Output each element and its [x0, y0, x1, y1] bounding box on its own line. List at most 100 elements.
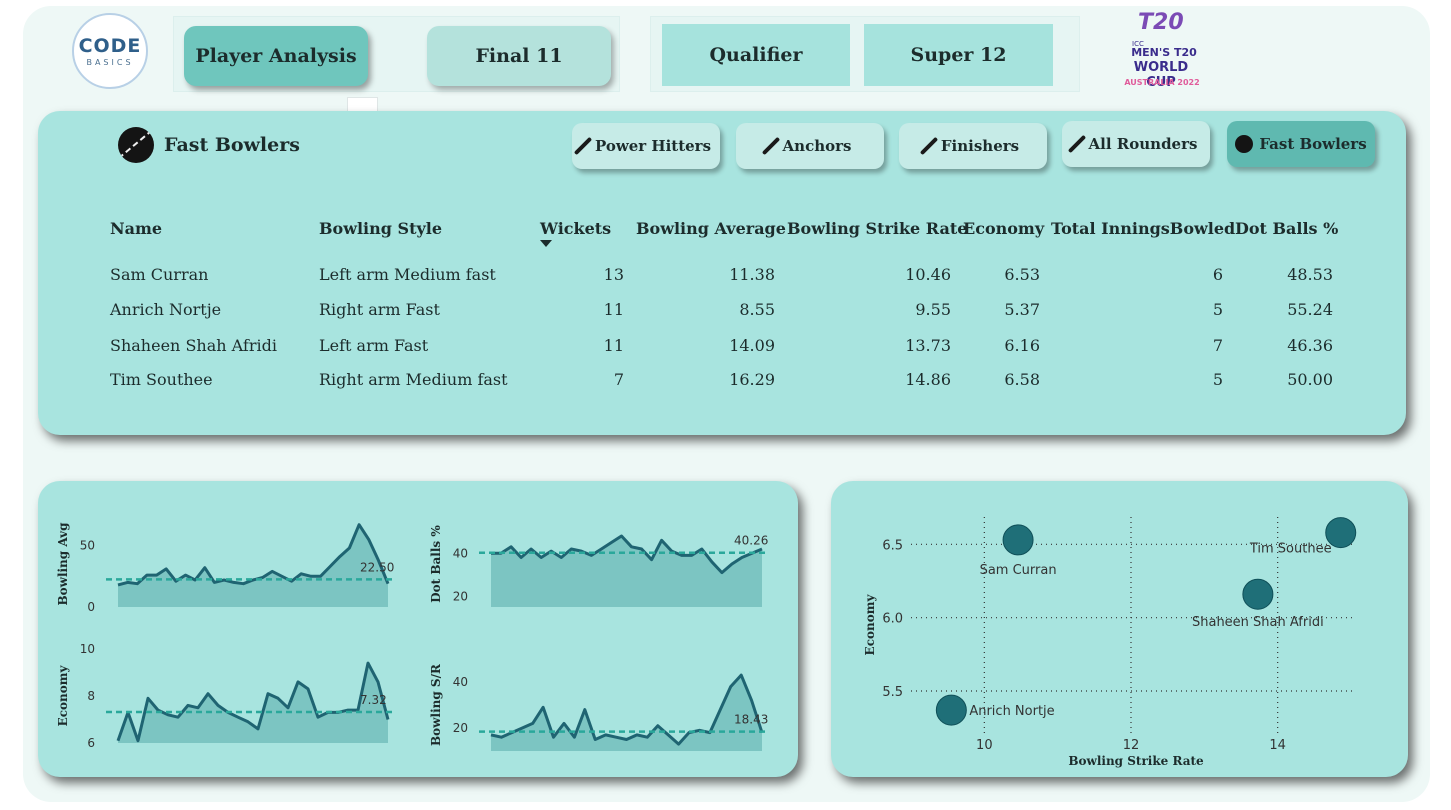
- y-tick-label: 10: [80, 642, 95, 656]
- panel-title-wrap: Fast Bowlers: [118, 127, 300, 163]
- table-cell: Right arm Medium fast: [319, 370, 508, 389]
- series-line-2: [116, 661, 390, 743]
- cricket-bat-icon: [1067, 134, 1086, 154]
- category-label: All Rounders: [1088, 135, 1198, 153]
- y-tick-label: 40: [453, 675, 468, 689]
- category-label: Power Hitters: [594, 137, 712, 155]
- y-tick-label: 6.0: [882, 612, 903, 627]
- table-cell: 9.55: [915, 300, 951, 319]
- table-cell: 50.00: [1287, 370, 1333, 389]
- table-cell: 14.09: [729, 336, 775, 355]
- y-axis-title: Dot Balls %: [429, 525, 443, 603]
- table-cell: 10.46: [905, 265, 951, 284]
- table-cell: 11: [603, 300, 624, 319]
- category-label: Anchors: [782, 137, 852, 155]
- y-tick-label: 40: [453, 546, 468, 560]
- table-cell: Tim Southee: [110, 370, 213, 389]
- y-axis-title: Bowling S/R: [429, 663, 443, 746]
- x-tick-label: 10: [976, 738, 993, 753]
- bowlers-table-panel: Fast Bowlers Power Hitters Anchors Finis…: [38, 111, 1406, 435]
- cricket-bat-icon: [761, 136, 780, 156]
- table-cell: Anrich Nortje: [110, 300, 222, 319]
- col-header-name[interactable]: Name: [110, 219, 163, 238]
- logo-main-text: CODE: [78, 35, 142, 57]
- y-tick-label: 6: [87, 736, 95, 750]
- logo-line2: WORLD CUP: [1133, 60, 1189, 90]
- cricket-bat-icon: [573, 136, 593, 156]
- y-tick-label: 20: [453, 721, 468, 735]
- table-cell: 13.73: [905, 336, 951, 355]
- nav-qualifier[interactable]: Qualifier: [662, 24, 850, 86]
- y-tick-label: 6.5: [882, 538, 903, 553]
- y-tick-label: 8: [87, 689, 95, 703]
- col-header-economy[interactable]: Economy: [963, 219, 1045, 238]
- y-tick-label: 20: [453, 589, 468, 603]
- logo-icc-text: ICC: [1132, 40, 1144, 48]
- table-cell: 13: [603, 265, 624, 284]
- col-header-dot-balls[interactable]: Dot Balls %: [1235, 219, 1339, 238]
- table-cell: 11.38: [729, 265, 775, 284]
- scatter-point: [1325, 517, 1357, 549]
- table-cell: 6: [1212, 265, 1223, 284]
- average-label: 18.43: [734, 713, 768, 727]
- logo-sub-text: BASICS: [86, 58, 134, 67]
- table-cell: Left arm Fast: [319, 336, 429, 355]
- col-header-bowling-strike-rate[interactable]: Bowling Strike Rate: [787, 219, 968, 238]
- table-cell: Right arm Fast: [319, 300, 440, 319]
- table-cell: 55.24: [1287, 300, 1333, 319]
- point-label: Tim Southee: [1249, 542, 1332, 557]
- col-header-bowling-style[interactable]: Bowling Style: [319, 219, 443, 238]
- table-cell: 48.53: [1287, 265, 1333, 284]
- series-line-1: [491, 534, 763, 575]
- point-label: Anrich Nortje: [969, 704, 1054, 719]
- y-tick-label: 50: [80, 539, 95, 553]
- col-header-wickets[interactable]: Wickets: [540, 219, 612, 238]
- category-power-hitters-button[interactable]: Power Hitters: [572, 123, 720, 169]
- category-finishers-button[interactable]: Finishers: [899, 123, 1047, 169]
- scatter-point: [1002, 524, 1034, 556]
- y-axis-title: Bowling Avg: [56, 522, 70, 606]
- table-cell: 6.16: [1004, 336, 1040, 355]
- logo-t20-text: T20: [1138, 10, 1184, 35]
- nav-super-12[interactable]: Super 12: [864, 24, 1053, 86]
- nav-final-11[interactable]: Final 11: [427, 26, 611, 86]
- table-cell: 8.55: [739, 300, 775, 319]
- table-cell: 5: [1212, 370, 1223, 389]
- logo-line1: MEN'S T20: [1131, 46, 1197, 59]
- category-anchors-button[interactable]: Anchors: [736, 123, 884, 169]
- series-line-0: [117, 523, 390, 587]
- area-fill-1: [491, 536, 762, 607]
- y-axis-title: Economy: [863, 594, 877, 656]
- table-cell: 11: [603, 336, 624, 355]
- category-label: Finishers: [940, 137, 1020, 155]
- table-cell: 16.29: [729, 370, 775, 389]
- panel-title: Fast Bowlers: [164, 134, 300, 156]
- series-line-3: [490, 673, 764, 746]
- category-all-rounders-button[interactable]: All Rounders: [1062, 121, 1210, 167]
- cricket-ball-icon: [1235, 135, 1254, 153]
- average-label: 40.26: [734, 534, 768, 548]
- x-tick-label: 12: [1123, 738, 1140, 753]
- t20-world-cup-logo: T20 ICC MEN'S T20 WORLD CUP AUSTRALIA 20…: [1118, 10, 1204, 94]
- category-fast-bowlers-button[interactable]: Fast Bowlers: [1227, 121, 1375, 167]
- table-cell: Left arm Medium fast: [319, 265, 496, 284]
- col-header-total-innings[interactable]: Total InningsBowled: [1051, 219, 1236, 238]
- table-cell: 6.58: [1004, 370, 1040, 389]
- table-cell: Sam Curran: [110, 265, 209, 284]
- average-label: 22.50: [360, 560, 394, 574]
- y-tick-label: 0: [87, 600, 95, 614]
- trend-charts-panel: 22.50 0 50 Bowling Avg 40.26 20 40 Dot Balls % 7…: [38, 481, 798, 777]
- scatter-point: [935, 694, 967, 726]
- category-label: Fast Bowlers: [1259, 135, 1367, 153]
- table-cell: 7: [1212, 336, 1223, 355]
- cricket-ball-icon: [118, 127, 154, 163]
- point-label: Sam Curran: [980, 563, 1057, 578]
- x-axis-title: Bowling Strike Rate: [1068, 754, 1204, 768]
- nav-player-analysis[interactable]: Player Analysis: [184, 26, 368, 86]
- logo-line3: AUSTRALIA 2022: [1124, 78, 1200, 87]
- point-label: Shaheen Shah Afridi: [1192, 615, 1324, 630]
- x-tick-label: 14: [1269, 738, 1286, 753]
- cricket-bat-icon: [919, 136, 939, 156]
- col-header-bowling-average[interactable]: Bowling Average: [636, 219, 786, 238]
- codebasics-logo: CODE BASICS: [72, 13, 148, 89]
